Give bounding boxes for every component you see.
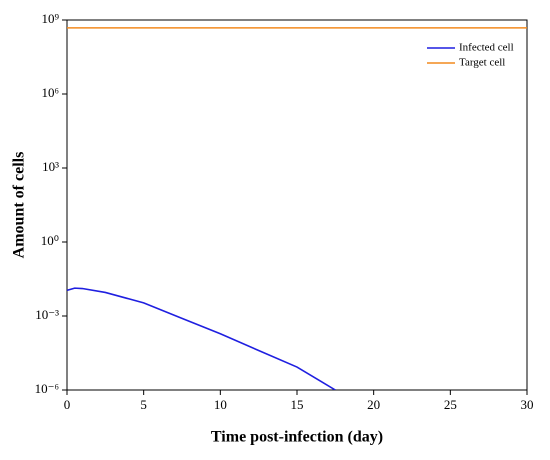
x-tick-label: 5 <box>140 397 147 412</box>
x-tick-label: 0 <box>64 397 71 412</box>
x-tick-label: 25 <box>444 397 457 412</box>
x-tick-label: 10 <box>214 397 227 412</box>
legend-label: Target cell <box>459 57 505 69</box>
y-tick-label: 10⁻³ <box>35 307 59 322</box>
y-tick-label: 10⁻⁶ <box>35 381 59 396</box>
x-axis-label: Time post-infection (day) <box>211 429 383 446</box>
y-tick-label: 10³ <box>42 159 59 174</box>
y-tick-label: 10⁹ <box>41 11 59 26</box>
y-tick-label: 10⁰ <box>41 233 59 248</box>
series-line <box>67 287 336 390</box>
plot-frame <box>66 19 528 391</box>
y-axis-label: Amount of cells <box>11 152 28 259</box>
y-tick-label: 10⁶ <box>41 85 59 100</box>
legend-label: Infected cell <box>459 42 514 54</box>
x-tick-label: 15 <box>291 397 304 412</box>
x-tick-label: 20 <box>367 397 380 412</box>
x-tick-label: 30 <box>521 397 534 412</box>
